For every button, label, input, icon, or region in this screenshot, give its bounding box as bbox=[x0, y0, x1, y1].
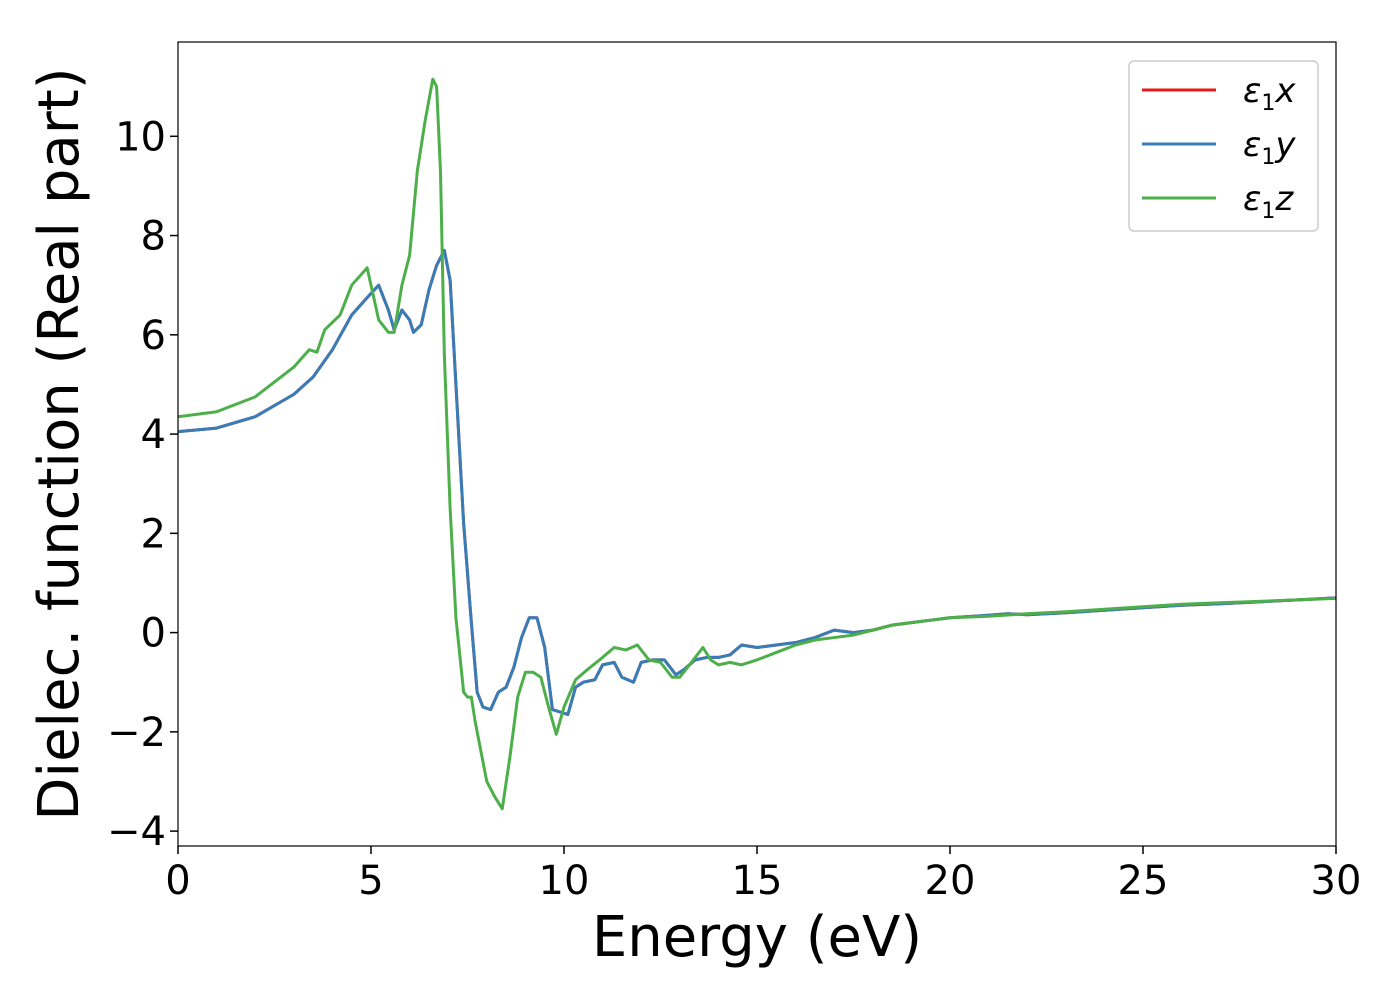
x-tick-label: 15 bbox=[732, 858, 783, 904]
x-tick-label: 10 bbox=[539, 858, 590, 904]
legend-label-y: ε1y bbox=[1243, 125, 1296, 170]
series-line-y bbox=[178, 248, 1336, 716]
y-tick-label: −2 bbox=[107, 710, 166, 756]
y-axis-ticks: −4 −2 0 2 4 6 8 10 bbox=[107, 114, 178, 855]
x-axis-title: Energy (eV) bbox=[592, 905, 922, 970]
y-tick-label: 6 bbox=[141, 313, 166, 359]
legend: ε1x ε1y ε1z bbox=[1128, 60, 1319, 232]
legend-box bbox=[1128, 60, 1319, 232]
series-line-x bbox=[178, 248, 1336, 716]
y-axis-title: Dielec. function (Real part) bbox=[27, 67, 92, 820]
y-tick-label: 4 bbox=[141, 412, 166, 458]
series-layer bbox=[178, 77, 1336, 811]
y-tick-label: 10 bbox=[115, 114, 166, 160]
y-tick-label: 2 bbox=[141, 511, 166, 557]
x-tick-label: 20 bbox=[925, 858, 976, 904]
y-tick-label: 0 bbox=[141, 611, 166, 657]
plot-frame bbox=[177, 41, 1337, 847]
legend-items: ε1x ε1y ε1z bbox=[1142, 71, 1296, 224]
x-tick-label: 25 bbox=[1118, 858, 1169, 904]
series-line-z bbox=[178, 77, 1336, 811]
legend-label-z: ε1z bbox=[1243, 179, 1294, 224]
x-tick-label: 30 bbox=[1311, 858, 1362, 904]
x-tick-label: 0 bbox=[165, 858, 190, 904]
x-tick-label: 5 bbox=[358, 858, 383, 904]
y-tick-label: −4 bbox=[107, 809, 166, 855]
y-tick-label: 8 bbox=[141, 214, 166, 260]
legend-label-x: ε1x bbox=[1243, 71, 1296, 116]
x-axis-ticks: 0 5 10 15 20 25 30 bbox=[165, 846, 1361, 904]
